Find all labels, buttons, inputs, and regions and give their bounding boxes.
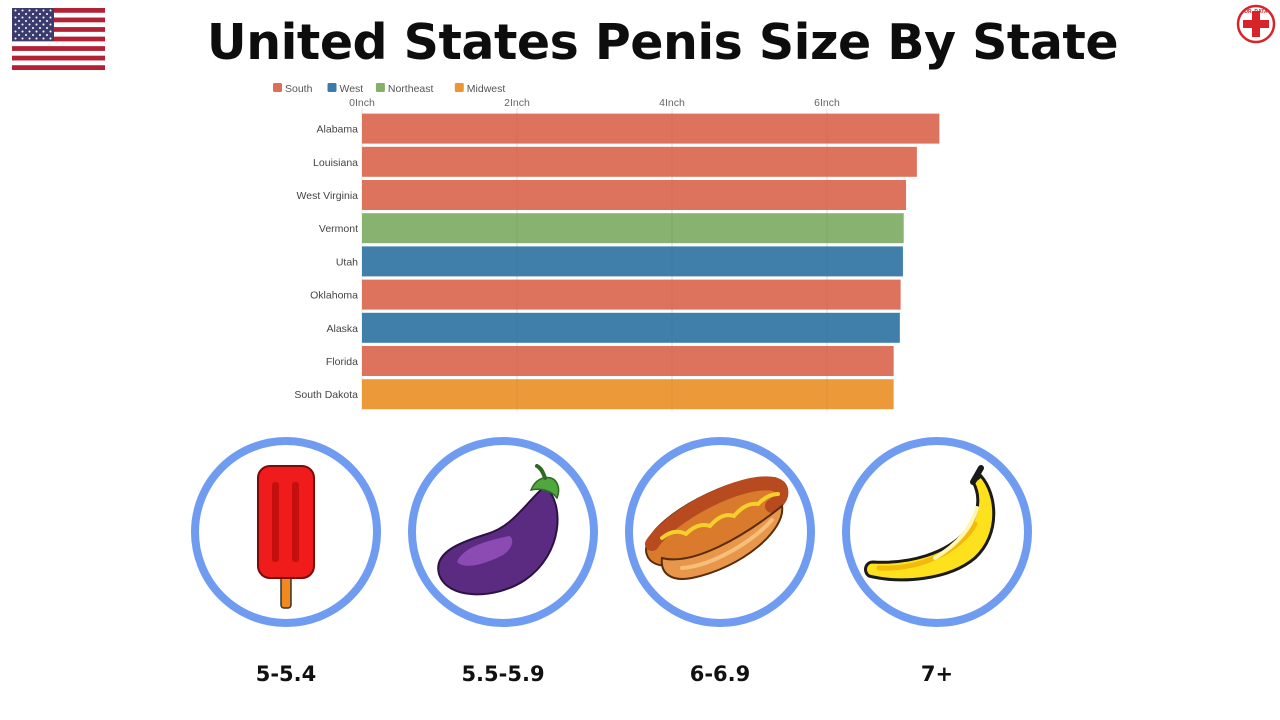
range-label-4: 7+	[920, 662, 954, 686]
category-label: South Dakota	[294, 389, 358, 401]
bar-vermont	[362, 213, 904, 244]
legend-swatch-south	[273, 83, 282, 92]
eggplant-icon	[437, 464, 560, 596]
range-label-3: 6-6.9	[689, 662, 751, 686]
legend-label-midwest: Midwest	[467, 83, 506, 95]
legend-swatch-west	[327, 83, 337, 92]
legend-label-west: West	[340, 83, 364, 95]
bar-west-virginia	[362, 180, 907, 210]
bar-south-dakota	[362, 379, 894, 410]
range-label-1: 5-5.4	[255, 662, 317, 686]
size-guide-banana	[839, 434, 1035, 630]
x-tick-label: 4Inch	[659, 97, 685, 109]
banana-icon	[864, 465, 996, 582]
range-label-2: 5.5-5.9	[461, 662, 545, 686]
size-guide-popsicle	[188, 434, 384, 630]
page-title: United States Penis Size By State	[206, 14, 1119, 71]
size-guide-eggplant	[405, 434, 601, 630]
category-label: Utah	[336, 256, 358, 268]
size-guide-hotdog	[622, 434, 818, 630]
ring-4	[842, 437, 1032, 627]
bar-louisiana	[362, 146, 917, 177]
chart-legend: South West Northeast Midwest	[273, 83, 505, 95]
x-tick-label: 0Inch	[349, 97, 375, 109]
legend-swatch-northeast	[375, 83, 385, 92]
category-label: Vermont	[319, 223, 358, 235]
x-tick-label: 2Inch	[504, 97, 530, 109]
us-flag-icon	[12, 8, 105, 70]
x-tick-label: 6Inch	[814, 97, 840, 109]
legend-label-south: South	[285, 83, 313, 95]
bar-alabama	[362, 113, 940, 144]
category-label: Alaska	[326, 323, 358, 335]
hotdog-icon	[645, 476, 789, 580]
category-label: West Virginia	[297, 190, 359, 202]
bar-oklahoma	[362, 279, 901, 310]
bar-utah	[362, 246, 903, 277]
category-label: Alabama	[317, 124, 359, 136]
bar-alaska	[362, 312, 900, 343]
legend-label-northeast: Northeast	[388, 83, 434, 95]
popsicle-icon	[257, 465, 315, 609]
category-label: Louisiana	[313, 157, 358, 169]
legend-swatch-midwest	[454, 83, 464, 92]
category-label: Florida	[326, 356, 358, 368]
logo-text: DR. DATA	[1244, 9, 1268, 15]
category-label: Oklahoma	[310, 290, 358, 302]
dr-data-logo-icon: DR. DATA	[1236, 4, 1276, 44]
bar-chart: South West Northeast Midwest 0Inch 2Inch 4Inch…	[273, 83, 940, 411]
bar-florida	[362, 346, 894, 376]
